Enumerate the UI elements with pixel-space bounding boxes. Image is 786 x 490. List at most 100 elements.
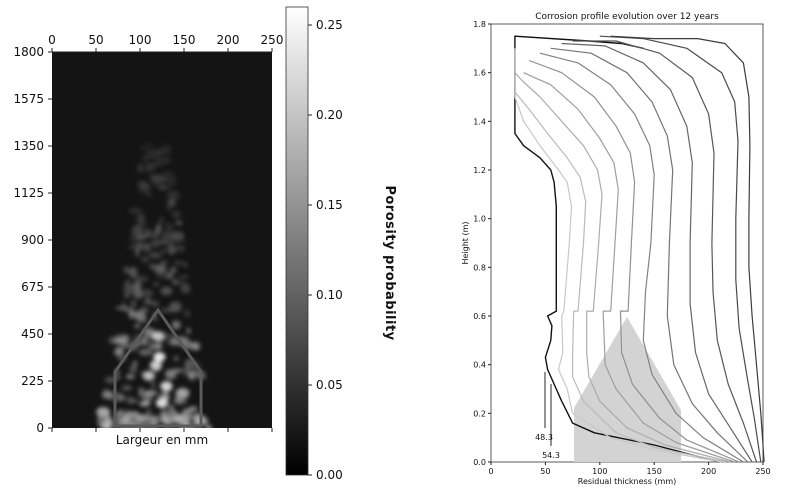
porosity-blob bbox=[188, 406, 198, 412]
porosity-blob bbox=[138, 348, 152, 356]
porosity-blob bbox=[115, 306, 128, 310]
porosity-blob bbox=[115, 411, 122, 416]
corrosion-profile-line-6 bbox=[528, 59, 740, 463]
porosity-blob bbox=[156, 393, 171, 398]
porosity-blob bbox=[181, 413, 190, 423]
porosity-blob bbox=[172, 279, 178, 285]
line-x-tick-label: 250 bbox=[755, 467, 770, 476]
porosity-blob bbox=[163, 416, 177, 421]
porosity-blob bbox=[148, 341, 154, 347]
colorbar-tick-label: 0.05 bbox=[316, 378, 343, 392]
porosity-blob bbox=[123, 284, 135, 295]
line-x-tick-label: 50 bbox=[540, 467, 550, 476]
porosity-blob bbox=[103, 388, 109, 399]
porosity-blob bbox=[128, 208, 143, 214]
porosity-blob bbox=[145, 234, 151, 238]
porosity-blob bbox=[164, 222, 174, 234]
annotation-48-3: 48.3 bbox=[535, 433, 553, 442]
porosity-blob bbox=[190, 345, 195, 349]
porosity-hotspot bbox=[142, 370, 155, 381]
porosity-hotspot bbox=[156, 397, 168, 408]
porosity-blob bbox=[123, 265, 129, 275]
porosity-blob bbox=[159, 308, 174, 313]
porosity-blob bbox=[128, 245, 136, 249]
porosity-blob bbox=[139, 401, 151, 407]
heatmap-x-tick-label: 250 bbox=[261, 33, 284, 47]
colorbar-label: Porosity probability bbox=[382, 185, 397, 340]
porosity-blob bbox=[171, 368, 184, 373]
porosity-blob bbox=[169, 301, 182, 313]
porosity-blob bbox=[183, 309, 191, 318]
corrosion-profile-line-4 bbox=[514, 72, 731, 463]
porosity-blob bbox=[175, 220, 183, 226]
porosity-blob bbox=[165, 333, 175, 339]
porosity-blob bbox=[135, 233, 146, 241]
porosity-blobs bbox=[96, 141, 213, 428]
porosity-blob bbox=[121, 385, 133, 391]
line-x-tick-label: 0 bbox=[488, 467, 493, 476]
porosity-blob bbox=[107, 418, 112, 425]
porosity-blob bbox=[139, 183, 151, 190]
porosity-blob bbox=[133, 225, 142, 232]
line-x-axis: 0 50 100 150 200 250 bbox=[488, 462, 771, 476]
corrosion-profile-line-7 bbox=[539, 52, 744, 463]
line-chart: Corrosion profile evolution over 12 year… bbox=[461, 12, 771, 486]
porosity-hotspot bbox=[153, 351, 166, 362]
porosity-blob bbox=[167, 198, 176, 207]
porosity-blob bbox=[161, 232, 172, 237]
line-x-tick-label: 200 bbox=[701, 467, 716, 476]
porosity-blob bbox=[161, 145, 172, 155]
line-chart-title: Corrosion profile evolution over 12 year… bbox=[535, 12, 719, 22]
porosity-blob bbox=[180, 283, 191, 294]
porosity-blob bbox=[184, 366, 190, 377]
porosity-blob bbox=[166, 190, 181, 200]
colorbar-tick-label: 0.00 bbox=[316, 468, 343, 482]
heatmap-y-tick-label: 1125 bbox=[13, 186, 44, 200]
porosity-blob bbox=[141, 335, 152, 340]
line-y-tick-label: 0.0 bbox=[473, 458, 486, 467]
porosity-blob bbox=[129, 233, 136, 244]
porosity-blob bbox=[162, 184, 172, 190]
porosity-blob bbox=[166, 272, 174, 280]
porosity-blob bbox=[132, 281, 142, 292]
porosity-blob bbox=[173, 245, 186, 252]
porosity-blob bbox=[129, 414, 140, 425]
line-y-tick-label: 1.0 bbox=[473, 215, 486, 224]
porosity-blob bbox=[114, 338, 128, 344]
corrosion-profile-line-2 bbox=[514, 48, 722, 463]
house-outline bbox=[113, 307, 203, 428]
porosity-blob bbox=[115, 376, 122, 380]
porosity-blob bbox=[171, 320, 181, 330]
porosity-blob bbox=[134, 311, 146, 321]
colorbar-ticks: 0.25 0.20 0.15 0.10 0.05 0.00 bbox=[308, 18, 343, 482]
heatmap-x-label: Largeur en mm bbox=[116, 433, 208, 447]
porosity-blob bbox=[171, 236, 184, 243]
colorbar-tick-label: 0.25 bbox=[316, 18, 343, 32]
porosity-blob bbox=[186, 342, 201, 346]
porosity-blob bbox=[150, 415, 160, 424]
porosity-blob bbox=[125, 374, 135, 380]
corrosion-profile-line-9 bbox=[561, 42, 753, 463]
line-x-label: Residual thickness (mm) bbox=[578, 477, 677, 486]
heatmap-y-tick-label: 675 bbox=[21, 280, 44, 294]
line-y-axis: 0.0 0.2 0.4 0.6 0.8 1.0 1.2 1.4 1.6 1.8 bbox=[473, 20, 491, 467]
porosity-blob bbox=[183, 262, 188, 267]
porosity-blob bbox=[162, 171, 170, 175]
porosity-blob bbox=[149, 174, 154, 181]
porosity-blob bbox=[154, 263, 167, 274]
porosity-blob bbox=[128, 267, 138, 277]
heatmap-y-tick-label: 0 bbox=[36, 421, 44, 435]
porosity-blob bbox=[160, 260, 168, 265]
porosity-blob bbox=[156, 338, 162, 348]
porosity-blob bbox=[172, 336, 177, 346]
porosity-blob bbox=[168, 171, 175, 178]
porosity-blob bbox=[143, 243, 152, 253]
line-x-tick-label: 150 bbox=[647, 467, 662, 476]
corrosion-profile-line-8 bbox=[550, 47, 749, 463]
porosity-blob bbox=[104, 376, 117, 384]
colorbar-gradient bbox=[285, 6, 309, 476]
heatmap-x-tick-label: 200 bbox=[217, 33, 240, 47]
corrosion-profile-line-10 bbox=[572, 40, 758, 463]
porosity-blob bbox=[186, 327, 191, 335]
porosity-blob bbox=[205, 425, 213, 428]
